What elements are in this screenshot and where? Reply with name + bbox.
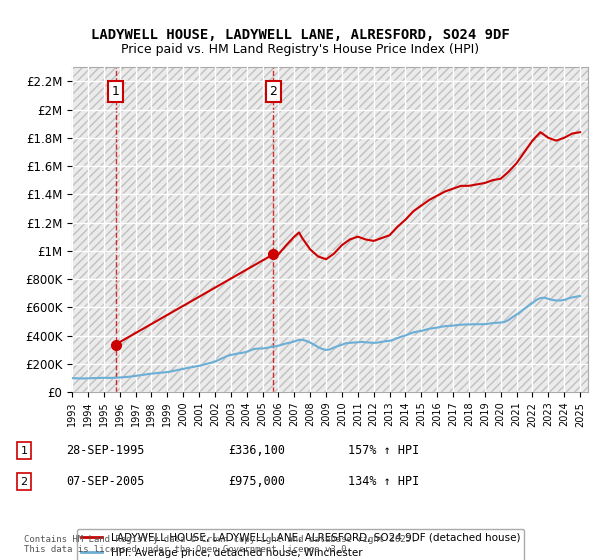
Text: Contains HM Land Registry data © Crown copyright and database right 2025.
This d: Contains HM Land Registry data © Crown c… xyxy=(24,535,416,554)
Text: £336,100: £336,100 xyxy=(228,444,285,458)
Text: 157% ↑ HPI: 157% ↑ HPI xyxy=(348,444,419,458)
Text: 2: 2 xyxy=(20,477,28,487)
Text: 07-SEP-2005: 07-SEP-2005 xyxy=(66,475,145,488)
Text: £975,000: £975,000 xyxy=(228,475,285,488)
Text: LADYWELL HOUSE, LADYWELL LANE, ALRESFORD, SO24 9DF: LADYWELL HOUSE, LADYWELL LANE, ALRESFORD… xyxy=(91,28,509,42)
Text: 134% ↑ HPI: 134% ↑ HPI xyxy=(348,475,419,488)
Text: 2: 2 xyxy=(269,85,277,98)
Legend: LADYWELL HOUSE, LADYWELL LANE, ALRESFORD, SO24 9DF (detached house), HPI: Averag: LADYWELL HOUSE, LADYWELL LANE, ALRESFORD… xyxy=(77,529,524,560)
Text: 1: 1 xyxy=(112,85,119,98)
Text: Price paid vs. HM Land Registry's House Price Index (HPI): Price paid vs. HM Land Registry's House … xyxy=(121,43,479,56)
Text: 28-SEP-1995: 28-SEP-1995 xyxy=(66,444,145,458)
Text: 1: 1 xyxy=(20,446,28,456)
